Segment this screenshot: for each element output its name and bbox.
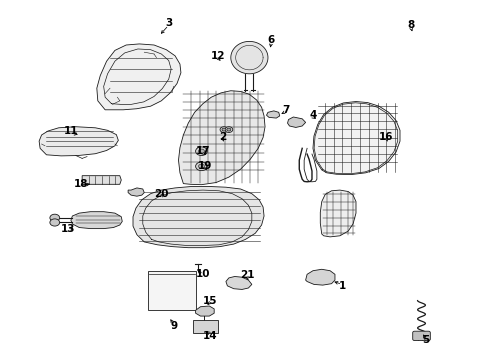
Circle shape (224, 127, 232, 132)
Text: 19: 19 (198, 161, 212, 171)
Text: 20: 20 (154, 189, 168, 199)
Polygon shape (147, 271, 195, 310)
Circle shape (198, 164, 204, 168)
Text: 17: 17 (195, 146, 210, 156)
Circle shape (198, 149, 204, 153)
Polygon shape (225, 276, 251, 289)
Polygon shape (312, 102, 399, 175)
Text: 14: 14 (203, 330, 217, 341)
Polygon shape (39, 127, 118, 156)
Text: 16: 16 (378, 132, 393, 142)
Polygon shape (128, 188, 144, 196)
Polygon shape (266, 111, 279, 118)
Text: 4: 4 (308, 110, 316, 120)
Circle shape (50, 214, 60, 221)
Polygon shape (133, 186, 264, 248)
Polygon shape (305, 269, 334, 285)
Text: 12: 12 (210, 51, 224, 61)
Text: 2: 2 (219, 132, 225, 142)
Circle shape (220, 127, 227, 132)
Polygon shape (82, 176, 121, 184)
Polygon shape (178, 91, 264, 185)
Circle shape (226, 128, 230, 131)
Text: 21: 21 (239, 270, 254, 280)
FancyBboxPatch shape (193, 320, 218, 333)
Text: 15: 15 (203, 296, 217, 306)
Polygon shape (287, 117, 305, 127)
Text: 13: 13 (61, 224, 76, 234)
Polygon shape (71, 212, 122, 229)
Text: 5: 5 (421, 335, 428, 345)
Text: 11: 11 (63, 126, 78, 136)
Text: 10: 10 (195, 269, 210, 279)
Text: 8: 8 (407, 20, 413, 30)
Circle shape (195, 162, 207, 171)
Text: 18: 18 (73, 179, 88, 189)
Circle shape (195, 147, 207, 156)
Text: 9: 9 (170, 321, 177, 331)
Circle shape (50, 219, 60, 226)
Text: 7: 7 (282, 105, 289, 115)
Polygon shape (195, 306, 214, 316)
Text: 1: 1 (338, 281, 345, 291)
Polygon shape (230, 41, 267, 74)
Polygon shape (320, 190, 355, 237)
Text: 6: 6 (267, 35, 274, 45)
Polygon shape (97, 44, 181, 110)
Circle shape (222, 128, 225, 131)
FancyBboxPatch shape (412, 331, 429, 341)
Text: 3: 3 (165, 18, 172, 28)
